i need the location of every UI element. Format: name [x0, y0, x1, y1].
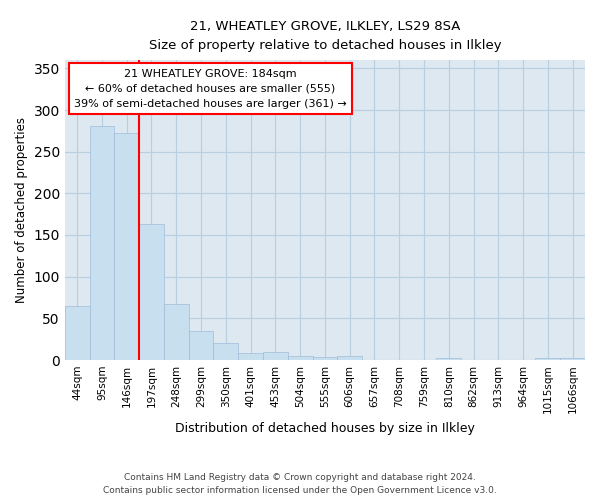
- Bar: [214, 344, 238, 360]
- X-axis label: Distribution of detached houses by size in Ilkley: Distribution of detached houses by size …: [175, 422, 475, 435]
- Bar: [313, 356, 337, 360]
- Bar: [263, 352, 288, 360]
- Bar: [337, 356, 362, 360]
- Bar: [535, 358, 560, 360]
- Bar: [188, 331, 214, 360]
- Bar: [238, 354, 263, 360]
- Bar: [115, 134, 139, 360]
- Bar: [139, 224, 164, 360]
- Bar: [436, 358, 461, 360]
- Text: 21 WHEATLEY GROVE: 184sqm
← 60% of detached houses are smaller (555)
39% of semi: 21 WHEATLEY GROVE: 184sqm ← 60% of detac…: [74, 69, 347, 108]
- Bar: [89, 126, 115, 360]
- Bar: [288, 356, 313, 360]
- Bar: [164, 304, 188, 360]
- Bar: [65, 306, 89, 360]
- Bar: [560, 358, 585, 360]
- Title: 21, WHEATLEY GROVE, ILKLEY, LS29 8SA
Size of property relative to detached house: 21, WHEATLEY GROVE, ILKLEY, LS29 8SA Siz…: [149, 20, 501, 52]
- Text: Contains HM Land Registry data © Crown copyright and database right 2024.
Contai: Contains HM Land Registry data © Crown c…: [103, 474, 497, 495]
- Y-axis label: Number of detached properties: Number of detached properties: [15, 117, 28, 303]
